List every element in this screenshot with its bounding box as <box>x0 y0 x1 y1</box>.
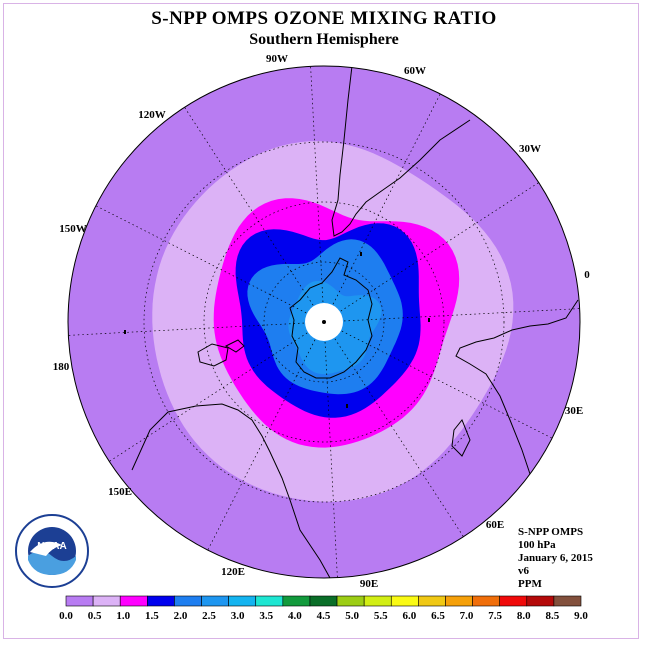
colorbar-segment-10 <box>336 595 365 607</box>
colorbar-tick-label: 4.5 <box>317 610 331 622</box>
island-0 <box>124 330 126 334</box>
colorbar-tick-label: 2.0 <box>174 610 188 622</box>
colorbar-tick-label: 1.0 <box>116 610 130 622</box>
south-america-coast <box>331 66 471 237</box>
lon-label-120w: 120W <box>138 109 166 121</box>
australia-coast <box>131 403 331 578</box>
south-pole-marker <box>322 320 326 324</box>
meridian-210 <box>109 332 308 462</box>
lon-label-30e: 30E <box>565 405 583 417</box>
latitude-circle-0 <box>263 261 385 383</box>
colorbar-segment-1 <box>92 595 121 607</box>
colorbar-segment-17 <box>526 595 555 607</box>
lon-label-150w: 150W <box>59 223 87 235</box>
colorbar-segment-0 <box>65 595 94 607</box>
noaa-logo-text: NOAA <box>37 541 66 552</box>
colorbar-segment-15 <box>472 595 500 607</box>
colorbar-tick-label: 2.5 <box>202 610 216 622</box>
colorbar-tick-label: 8.0 <box>517 610 531 622</box>
colorbar-tick-label: 5.0 <box>345 610 359 622</box>
meridian-270 <box>324 341 338 578</box>
colorbar-tick-label: 3.5 <box>259 610 273 622</box>
lon-label-60e: 60E <box>486 519 504 531</box>
lon-label-60w: 60W <box>404 65 426 77</box>
meridian-60 <box>332 93 441 305</box>
info-units: PPM <box>518 578 542 590</box>
island-2 <box>360 252 362 256</box>
map-border <box>67 65 581 579</box>
colorbar-tick-label: 1.5 <box>145 610 159 622</box>
info-level: 100 hPa <box>518 539 556 551</box>
lon-label-30w: 30W <box>519 143 541 155</box>
graticule <box>68 66 580 578</box>
noaa-logo: NOAA <box>15 514 89 588</box>
lon-label-150e: 150E <box>108 486 132 498</box>
meridian-0 <box>343 308 580 322</box>
latitude-circle-2 <box>143 141 505 503</box>
longitude-labels: 90W 60W 30W 0 30E 60E 90E 120E 150E 180 150W 120W <box>53 53 591 590</box>
ozone-field <box>68 66 580 578</box>
latitude-circle-1 <box>203 201 445 443</box>
colorbar-tick-label: 6.5 <box>431 610 445 622</box>
info-version: v6 <box>518 565 530 577</box>
meridian-300 <box>334 338 464 537</box>
colorbar-tick-label: 6.0 <box>402 610 416 622</box>
madagascar-coast <box>451 419 471 457</box>
colorbar-tick-label: 4.0 <box>288 610 302 622</box>
colorbar-segment-11 <box>363 595 392 607</box>
colorbar-tick-label: 8.5 <box>546 610 560 622</box>
colorbar-segment-3 <box>147 595 175 607</box>
lon-label-180: 180 <box>53 361 70 373</box>
colorbar-tick-label: 0.5 <box>88 610 102 622</box>
colorbar-tick-label: 9.0 <box>574 610 588 622</box>
colorbar-segment-5 <box>201 595 229 607</box>
lon-label-120e: 120E <box>221 566 245 578</box>
colorbar-tick-label: 7.5 <box>488 610 502 622</box>
meridian-180 <box>68 322 305 336</box>
colorbar-segment-14 <box>445 595 473 607</box>
island-3 <box>428 318 430 322</box>
colorbar-segment-8 <box>282 595 311 607</box>
colorbar-tick-label: 5.5 <box>374 610 388 622</box>
meridian-330 <box>341 330 553 439</box>
colorbar-segment-9 <box>309 595 338 607</box>
info-date: January 6, 2015 <box>518 552 593 564</box>
colorbar-tick-label: 0.0 <box>59 610 73 622</box>
map-title: S-NPP OMPS OZONE MIXING RATIO <box>151 8 497 29</box>
africa-coast <box>455 299 579 501</box>
colorbar-segment-12 <box>390 595 419 607</box>
island-1 <box>346 404 348 408</box>
antarctica-coast <box>289 257 373 379</box>
colorbar-tick-label: 7.0 <box>460 610 474 622</box>
lon-label-90w: 90W <box>266 53 288 65</box>
colorbar-segment-7 <box>255 595 284 607</box>
colorbar: 0.0 0.5 1.0 1.5 2.0 2.5 3.0 3.5 4.0 4.5 5.0 5.5 6.0 6… <box>59 595 588 622</box>
map-frame <box>3 3 639 639</box>
new-zealand-north <box>224 339 245 353</box>
info-instrument: S-NPP OMPS <box>518 526 583 538</box>
meridian-240 <box>207 339 316 551</box>
map-subtitle: Southern Hemisphere <box>249 31 399 48</box>
colorbar-segment-6 <box>228 595 257 607</box>
colorbar-segment-4 <box>174 595 202 607</box>
meridian-30 <box>340 182 539 312</box>
info-block: S-NPP OMPS 100 hPa January 6, 2015 v6 PP… <box>518 526 593 590</box>
lon-label-90e: 90E <box>360 578 378 590</box>
meridian-150 <box>95 205 307 314</box>
colorbar-segment-18 <box>553 595 582 607</box>
meridian-120 <box>184 107 314 306</box>
meridian-90 <box>310 66 324 303</box>
new-zealand-south <box>197 343 229 367</box>
colorbar-segment-13 <box>418 595 446 607</box>
colorbar-tick-label: 3.0 <box>231 610 245 622</box>
lon-label-0: 0 <box>584 269 590 281</box>
coastlines <box>124 66 579 578</box>
colorbar-segment-2 <box>119 595 148 607</box>
colorbar-segment-16 <box>499 595 528 607</box>
